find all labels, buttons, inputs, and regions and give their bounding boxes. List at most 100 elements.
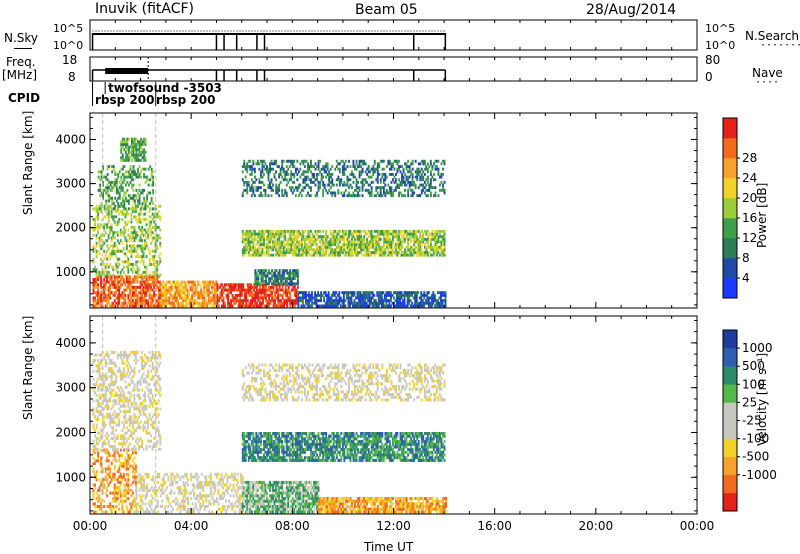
data-cell [355, 232, 358, 236]
data-cell [420, 301, 423, 305]
data-cell [248, 291, 251, 295]
data-cell [97, 505, 99, 508]
data-cell [227, 304, 229, 308]
data-cell [227, 288, 229, 292]
data-cell [244, 229, 247, 233]
data-cell [215, 301, 218, 305]
data-cell [258, 304, 261, 308]
data-cell [216, 293, 219, 297]
data-cell [367, 296, 370, 300]
data-cell [294, 237, 297, 241]
data-cell [433, 232, 435, 236]
data-cell [141, 228, 143, 232]
data-cell [433, 253, 435, 257]
data-cell [382, 232, 385, 236]
data-cell [117, 202, 120, 205]
data-cell [95, 426, 98, 430]
data-cell [253, 167, 256, 171]
data-cell [119, 273, 122, 277]
data-cell [122, 270, 125, 274]
data-cell [344, 299, 347, 303]
data-cell [242, 288, 245, 292]
data-cell [97, 451, 99, 455]
data-cell [288, 243, 291, 246]
data-cell [420, 175, 423, 179]
data-cell [126, 137, 129, 141]
data-cell [433, 237, 435, 241]
data-cell [398, 229, 400, 233]
data-cell [300, 235, 303, 239]
data-cell [121, 502, 124, 506]
data-cell [198, 293, 201, 297]
data-cell [115, 263, 118, 266]
data-cell [333, 293, 336, 297]
data-cell [392, 237, 394, 241]
data-cell [103, 486, 106, 490]
data-cell [376, 170, 379, 174]
data-cell [174, 296, 177, 300]
data-cell [281, 271, 284, 275]
data-cell [135, 188, 138, 192]
data-cell [95, 505, 98, 508]
data-cell [135, 215, 137, 219]
data-cell [125, 241, 128, 245]
data-cell [319, 253, 321, 257]
data-cell [392, 194, 394, 198]
data-cell [159, 241, 162, 245]
data-cell [440, 175, 443, 179]
data-cell [112, 218, 115, 221]
data-cell [206, 301, 209, 305]
data-cell [139, 255, 142, 258]
data-cell [127, 228, 130, 232]
data-cell [328, 243, 331, 246]
data-cell [252, 296, 255, 300]
data-cell [239, 285, 242, 289]
data-cell [333, 299, 336, 303]
data-cell [287, 285, 290, 289]
data-cell [244, 243, 247, 246]
data-cell [290, 279, 293, 283]
data-cell [182, 288, 184, 292]
data-cell [278, 277, 281, 280]
data-cell [100, 273, 102, 277]
data-cell [142, 260, 145, 264]
data-cell [262, 285, 264, 289]
data-cell [141, 225, 143, 229]
data-cell [119, 494, 122, 498]
data-cell [313, 253, 315, 257]
data-cell [250, 240, 253, 244]
data-cell [390, 191, 393, 195]
data-cell [179, 285, 181, 289]
data-cell [297, 170, 300, 174]
data-cell [209, 296, 212, 300]
data-cell [421, 301, 424, 305]
data-cell [383, 304, 386, 308]
data-cell [375, 178, 378, 182]
data-cell [243, 288, 246, 292]
data-cell [297, 299, 300, 303]
data-cell [258, 186, 261, 190]
data-cell [122, 212, 125, 216]
data-cell [118, 280, 121, 284]
data-cell [296, 269, 299, 273]
data-cell [134, 170, 136, 174]
data-cell [423, 253, 426, 257]
data-cell [97, 459, 99, 463]
data-cell [156, 244, 159, 248]
data-cell [147, 178, 150, 182]
data-cell [92, 470, 95, 474]
data-cell [141, 148, 144, 152]
data-cell [100, 178, 103, 182]
data-cell [147, 301, 150, 305]
data-cell [114, 180, 117, 184]
data-cell [137, 167, 139, 171]
data-cell [140, 143, 142, 146]
data-cell [145, 223, 148, 227]
data-cell [106, 505, 109, 508]
data-cell [98, 239, 101, 243]
data-cell [216, 299, 219, 303]
data-cell [331, 178, 334, 182]
data-cell [144, 137, 147, 141]
data-cell [355, 251, 358, 254]
data-cell [408, 232, 411, 236]
